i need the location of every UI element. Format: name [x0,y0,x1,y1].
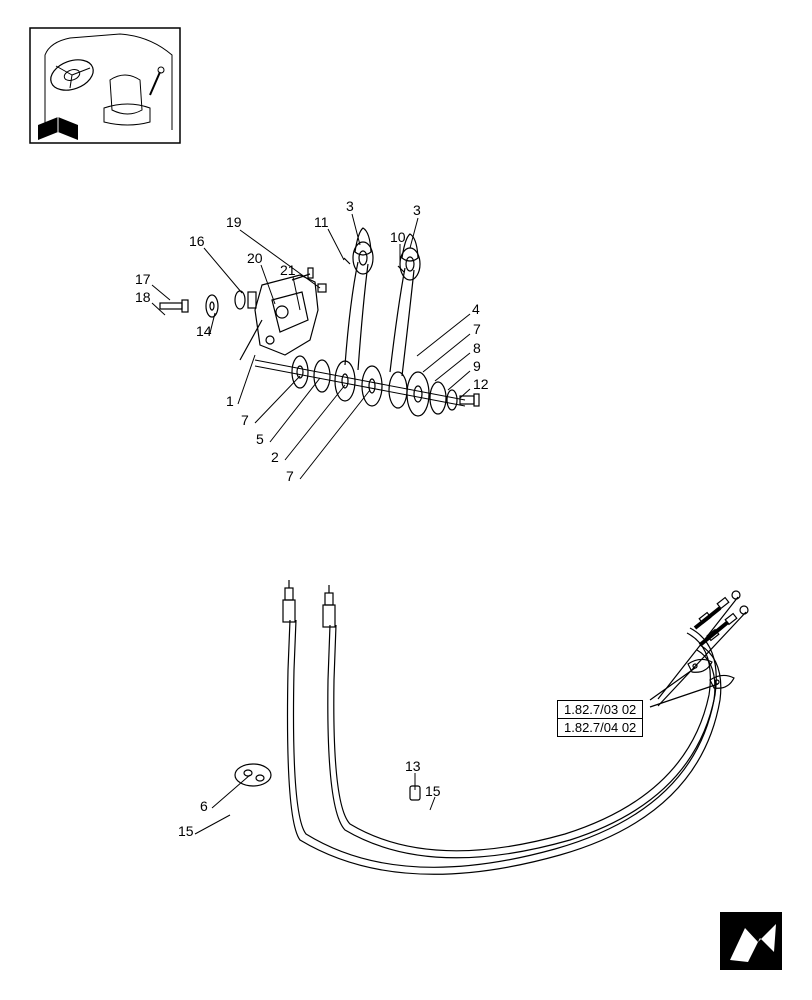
callout-19: 19 [226,214,242,230]
callout-14: 14 [196,323,212,339]
callout-10: 10 [390,229,406,245]
callout-5: 5 [256,431,264,447]
thumbnail-box [30,28,180,143]
callout-3a: 3 [346,198,354,214]
callout-18: 18 [135,289,151,305]
callout-7a: 7 [473,321,481,337]
ref-row-1: 1.82.7/04 02 [558,718,642,736]
callout-9: 9 [473,358,481,374]
callout-21: 21 [280,262,296,278]
reference-box: 1.82.7/03 02 1.82.7/04 02 [557,700,643,737]
callout-2: 2 [271,449,279,465]
callout-15b: 15 [178,823,194,839]
callout-11: 11 [314,214,329,230]
ref-row-0: 1.82.7/03 02 [558,700,642,718]
callout-6: 6 [200,798,208,814]
callout-15a: 15 [425,783,441,799]
callout-16: 16 [189,233,205,249]
upper-assembly [160,228,479,416]
callout-4: 4 [472,301,480,317]
nav-next-icon[interactable] [720,912,782,970]
callout-leaders [152,214,470,834]
callout-3b: 3 [413,202,421,218]
callout-20: 20 [247,250,263,266]
callout-13: 13 [405,758,421,774]
lower-cable-assembly [235,580,748,874]
callout-7b: 7 [241,412,249,428]
callout-12: 12 [473,376,489,392]
callout-17: 17 [135,271,151,287]
callout-1: 1 [226,393,234,409]
callout-7c: 7 [286,468,294,484]
callout-8: 8 [473,340,481,356]
diagram-canvas [0,0,812,1000]
